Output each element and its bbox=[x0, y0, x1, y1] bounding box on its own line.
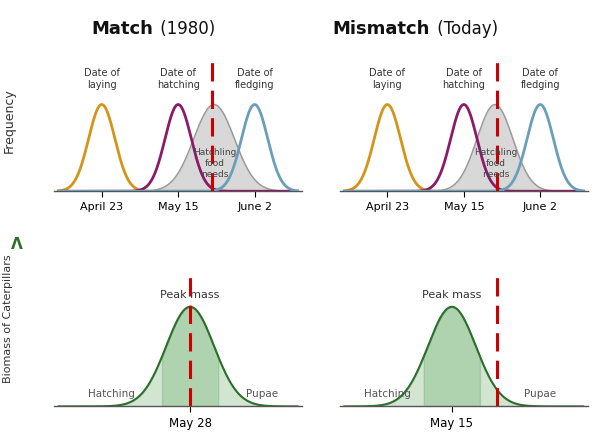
Text: Hatching: Hatching bbox=[88, 389, 135, 399]
Text: Date of
hatching: Date of hatching bbox=[157, 68, 200, 90]
Text: Date of
laying: Date of laying bbox=[370, 68, 406, 90]
Text: Date of
fledging: Date of fledging bbox=[235, 68, 274, 90]
Text: Date of
fledging: Date of fledging bbox=[520, 68, 560, 90]
Text: Hatchling
food
needs: Hatchling food needs bbox=[194, 148, 237, 179]
Text: Match: Match bbox=[91, 20, 153, 38]
Text: Date of
hatching: Date of hatching bbox=[442, 68, 485, 90]
Text: Λ: Λ bbox=[11, 237, 23, 252]
Text: Biomass of Caterpillars: Biomass of Caterpillars bbox=[3, 255, 13, 383]
Text: (1980): (1980) bbox=[155, 20, 215, 38]
Text: Date of
laying: Date of laying bbox=[84, 68, 120, 90]
Text: (Today): (Today) bbox=[432, 20, 498, 38]
Text: Pupae: Pupae bbox=[524, 389, 556, 399]
Text: Mismatch: Mismatch bbox=[333, 20, 430, 38]
Text: Hatchling
food
needs: Hatchling food needs bbox=[475, 148, 518, 179]
Text: Peak mass: Peak mass bbox=[160, 290, 220, 300]
Text: Hatching: Hatching bbox=[364, 389, 411, 399]
Text: Frequency: Frequency bbox=[3, 88, 16, 153]
Text: Peak mass: Peak mass bbox=[422, 290, 482, 300]
Text: Pupae: Pupae bbox=[246, 389, 278, 399]
